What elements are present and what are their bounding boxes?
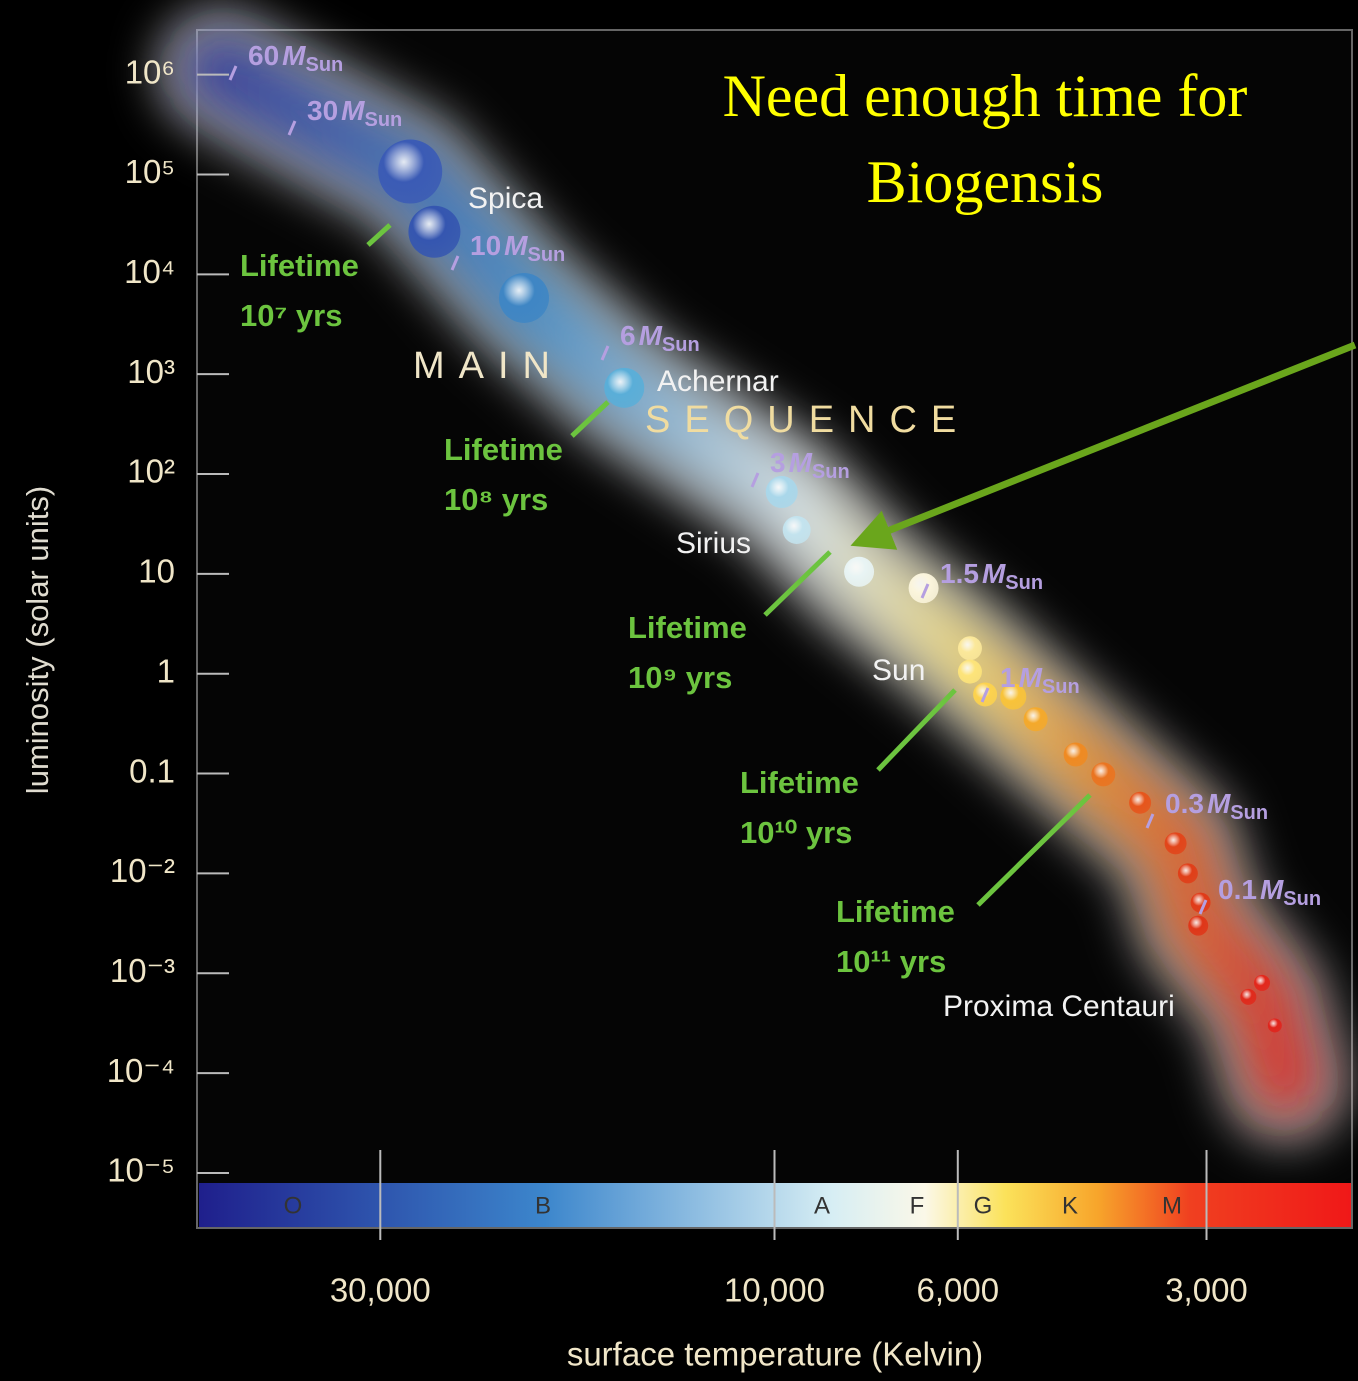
x-tick-label: 30,000 (330, 1272, 431, 1309)
overlay-title: Need enough time for (723, 63, 1248, 129)
lifetime-years: 10⁹ yrs (628, 660, 732, 695)
star-label: Sun (872, 654, 925, 687)
lifetime-label: Lifetime (836, 894, 955, 929)
mass-sub: Sun (1042, 676, 1080, 698)
lifetime-label: Lifetime (240, 248, 359, 283)
spectral-class: K (1062, 1192, 1078, 1219)
y-tick-label: 10³ (127, 353, 175, 390)
spectral-class: G (974, 1192, 993, 1219)
lifetime-years: 10⁸ yrs (444, 482, 548, 517)
spectral-class: O (284, 1192, 303, 1219)
star-label: Achernar (657, 365, 779, 398)
mass-symbol: M (1260, 874, 1284, 905)
mass-value: 60 (248, 40, 279, 71)
lifetime-years: 10¹⁰ yrs (740, 815, 852, 850)
y-tick-label: 1 (157, 652, 175, 689)
mass-sub: Sun (1283, 888, 1321, 910)
mass-symbol: M (282, 40, 306, 71)
x-axis-label: surface temperature (Kelvin) (567, 1336, 983, 1373)
star (958, 636, 982, 660)
mass-value: 1 (1000, 662, 1016, 693)
chart: Need enough time for Biogensis MAIN SEQU… (0, 0, 1358, 1381)
mass-value: 30 (307, 95, 338, 126)
star (1268, 1018, 1282, 1032)
mass-sub: Sun (662, 334, 700, 356)
mass-symbol: M (1207, 788, 1231, 819)
star (1129, 792, 1151, 814)
y-tick-label: 10² (127, 453, 175, 490)
x-tick-label: 10,000 (724, 1272, 825, 1309)
star (1178, 863, 1198, 883)
star (604, 368, 644, 408)
mass-symbol: M (341, 95, 365, 126)
star (499, 273, 549, 323)
mass-sub: Sun (305, 54, 343, 76)
star (1188, 916, 1208, 936)
y-tick-label: 10⁵ (125, 153, 175, 190)
mass-value: 6 (620, 320, 636, 351)
star (1254, 975, 1270, 991)
y-tick-label: 10⁴ (124, 253, 175, 290)
spectral-class: B (535, 1192, 551, 1219)
region-label: MAIN (413, 345, 564, 387)
y-tick-label: 10⁻⁴ (107, 1052, 175, 1089)
mass-sub: Sun (1230, 802, 1268, 824)
mass-symbol: M (504, 230, 528, 261)
mass-value: 1.5 (940, 558, 979, 589)
star (909, 573, 939, 603)
star-label: Proxima Centauri (943, 990, 1175, 1023)
mass-value: 3 (770, 447, 786, 478)
mass-value: 10 (470, 230, 501, 261)
star (378, 140, 442, 204)
star (783, 516, 811, 544)
star (1165, 832, 1187, 854)
star (1064, 743, 1088, 767)
star-label: Spica (468, 182, 543, 215)
y-tick-label: 10⁻³ (110, 952, 175, 989)
star (408, 206, 460, 258)
y-tick-label: 10 (138, 553, 175, 590)
mass-sub: Sun (527, 244, 565, 266)
mass-symbol: M (789, 447, 813, 478)
y-tick-label: 10⁻² (110, 852, 175, 889)
spectral-class: A (814, 1192, 830, 1219)
overlay-title: Biogensis (867, 149, 1104, 215)
star (844, 557, 874, 587)
star-label: Sirius (676, 527, 751, 560)
star (958, 660, 982, 684)
spectral-class: M (1162, 1192, 1182, 1219)
star (766, 476, 798, 508)
spectral-class: F (910, 1192, 925, 1219)
mass-symbol: M (982, 558, 1006, 589)
star (1024, 707, 1048, 731)
y-tick-label: 10⁶ (125, 53, 175, 90)
mass-value: 0.3 (1165, 788, 1204, 819)
lifetime-label: Lifetime (444, 432, 563, 467)
mass-sub: Sun (1005, 572, 1043, 594)
star (1240, 989, 1256, 1005)
lifetime-label: Lifetime (740, 765, 859, 800)
star (1091, 762, 1115, 786)
region-label: SEQUENCE (645, 399, 970, 441)
mass-sub: Sun (812, 461, 850, 483)
lifetime-label: Lifetime (628, 610, 747, 645)
mass-symbol: M (639, 320, 663, 351)
mass-value: 0.1 (1218, 874, 1257, 905)
lifetime-years: 10⁷ yrs (240, 298, 342, 333)
y-axis-label: luminosity (solar units) (20, 486, 55, 794)
x-tick-label: 3,000 (1165, 1272, 1248, 1309)
y-tick-label: 0.1 (129, 752, 175, 789)
mass-sub: Sun (364, 109, 402, 131)
y-tick-label: 10⁻⁵ (107, 1152, 175, 1189)
lifetime-years: 10¹¹ yrs (836, 944, 946, 979)
mass-symbol: M (1019, 662, 1043, 693)
x-tick-label: 6,000 (916, 1272, 999, 1309)
